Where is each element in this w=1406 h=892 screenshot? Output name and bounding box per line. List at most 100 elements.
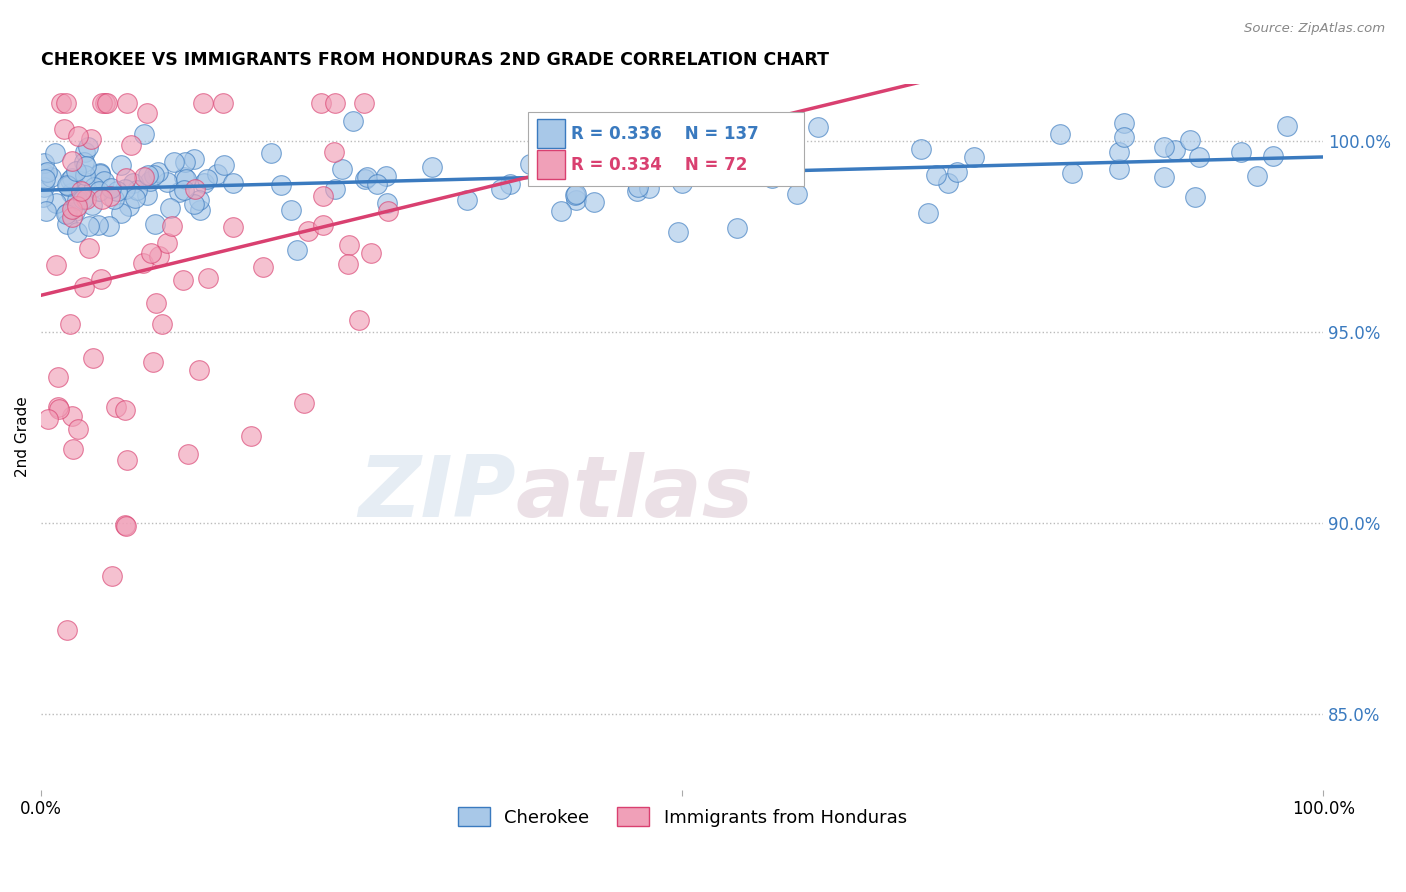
Point <box>564 188 586 202</box>
Point <box>565 187 588 202</box>
Point <box>118 199 141 213</box>
Point <box>115 453 138 467</box>
Point <box>252 260 274 275</box>
Point <box>1112 130 1135 145</box>
Point <box>330 161 353 176</box>
Point <box>1275 119 1298 133</box>
Point <box>280 202 302 217</box>
Point <box>325 96 347 111</box>
Point <box>221 219 243 234</box>
Point <box>917 206 939 220</box>
Point <box>100 181 122 195</box>
Point <box>35 165 58 179</box>
Point <box>706 160 728 174</box>
Point <box>1164 143 1187 157</box>
Point <box>172 273 194 287</box>
FancyBboxPatch shape <box>537 120 565 148</box>
Point <box>37 412 59 426</box>
Point <box>105 401 128 415</box>
Point <box>1246 169 1268 183</box>
Point <box>67 422 90 436</box>
Point <box>312 189 335 203</box>
Point <box>32 180 55 194</box>
Point <box>66 199 89 213</box>
Point <box>73 168 96 182</box>
Point <box>132 256 155 270</box>
Point <box>63 204 86 219</box>
Point <box>173 170 195 185</box>
Text: R = 0.336    N = 137: R = 0.336 N = 137 <box>571 125 758 143</box>
Point <box>73 280 96 294</box>
Point <box>183 197 205 211</box>
Point <box>89 166 111 180</box>
Point <box>91 192 114 206</box>
Point <box>602 142 624 156</box>
Point <box>110 158 132 172</box>
Point <box>662 158 685 172</box>
Point <box>34 172 56 186</box>
Point <box>270 178 292 192</box>
Point <box>89 167 111 181</box>
Point <box>638 181 661 195</box>
Point <box>75 193 97 207</box>
Point <box>336 257 359 271</box>
Point <box>671 176 693 190</box>
Point <box>90 272 112 286</box>
Point <box>347 313 370 327</box>
Point <box>98 189 121 203</box>
Point <box>184 182 207 196</box>
Point <box>163 155 186 169</box>
Point <box>60 202 83 217</box>
Point <box>671 150 693 164</box>
Point <box>69 184 91 198</box>
Point <box>456 194 478 208</box>
Point <box>564 193 586 207</box>
Point <box>183 152 205 166</box>
Point <box>114 519 136 533</box>
Point <box>32 156 55 170</box>
Point <box>366 177 388 191</box>
Point <box>374 169 396 184</box>
Point <box>115 96 138 111</box>
Point <box>73 155 96 169</box>
Point <box>623 159 645 173</box>
Point <box>114 182 136 196</box>
Point <box>627 179 650 194</box>
Point <box>191 96 214 111</box>
Point <box>56 179 79 194</box>
Text: atlas: atlas <box>516 452 754 535</box>
Point <box>93 174 115 188</box>
Point <box>46 369 69 384</box>
Point <box>354 171 377 186</box>
Point <box>96 96 118 111</box>
Point <box>60 186 83 201</box>
Point <box>105 184 128 198</box>
Point <box>292 396 315 410</box>
Text: Source: ZipAtlas.com: Source: ZipAtlas.com <box>1244 22 1385 36</box>
Text: ZIP: ZIP <box>359 452 516 535</box>
Point <box>32 166 55 180</box>
Point <box>1263 149 1285 163</box>
Point <box>586 146 609 161</box>
Point <box>631 163 654 178</box>
Point <box>925 169 948 183</box>
Point <box>75 175 97 189</box>
Point <box>55 96 77 111</box>
Point <box>60 211 83 225</box>
Text: CHEROKEE VS IMMIGRANTS FROM HONDURAS 2ND GRADE CORRELATION CHART: CHEROKEE VS IMMIGRANTS FROM HONDURAS 2ND… <box>41 51 830 69</box>
Point <box>312 219 335 233</box>
Point <box>167 186 190 200</box>
Point <box>150 317 173 331</box>
Point <box>101 569 124 583</box>
Point <box>65 193 87 207</box>
Point <box>114 402 136 417</box>
Point <box>221 176 243 190</box>
Point <box>297 223 319 237</box>
Point <box>77 241 100 255</box>
Point <box>187 193 209 207</box>
Point <box>75 159 97 173</box>
Point <box>148 165 170 179</box>
Point <box>110 206 132 220</box>
Point <box>94 96 117 111</box>
Point <box>589 169 612 183</box>
